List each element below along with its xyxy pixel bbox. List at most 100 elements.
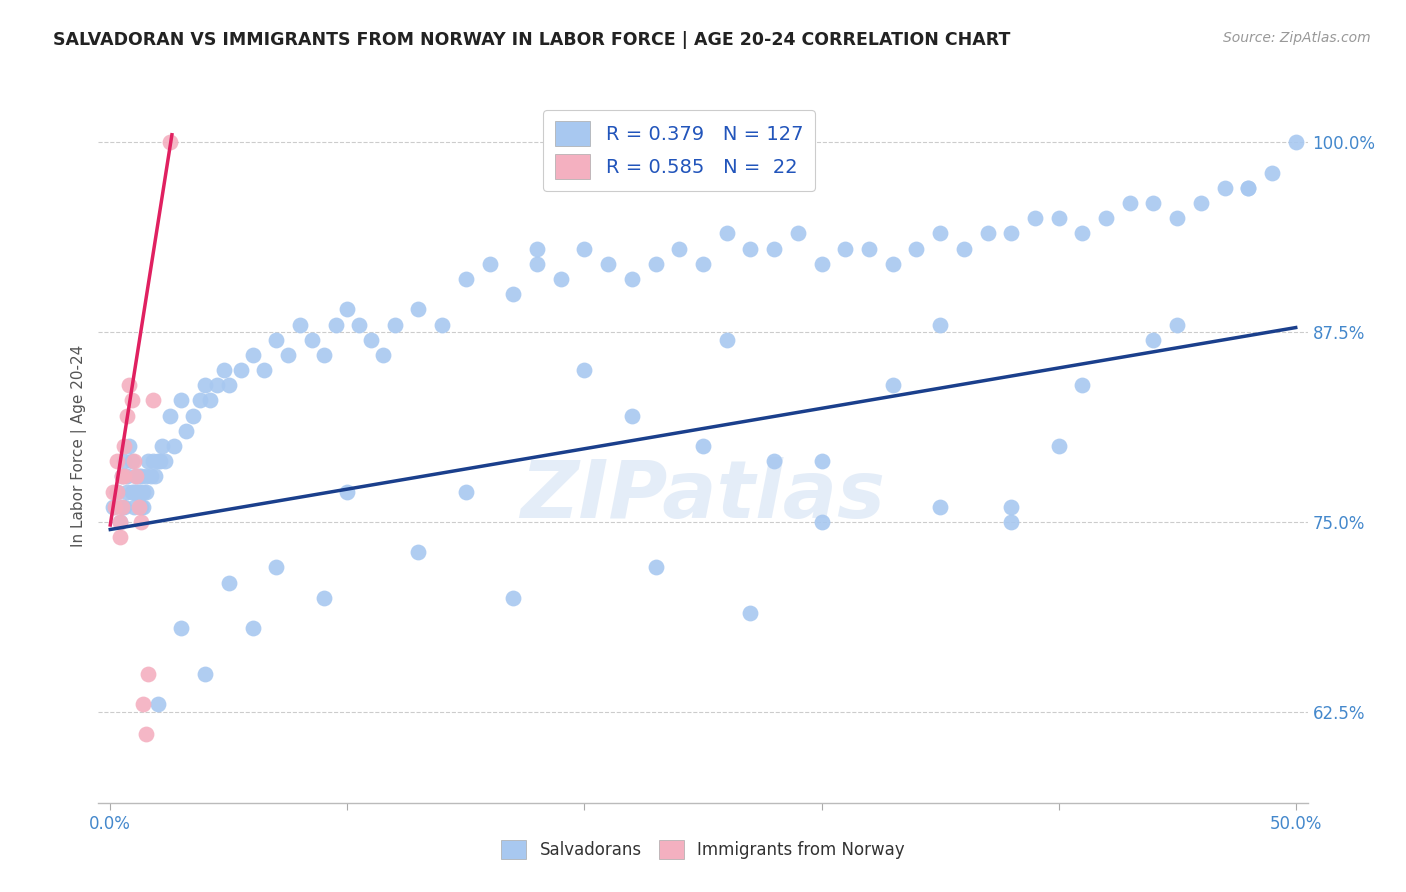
Point <box>170 393 193 408</box>
Point <box>229 363 252 377</box>
Point <box>574 363 596 377</box>
Point <box>264 560 287 574</box>
Point <box>1119 196 1142 211</box>
Point <box>810 257 832 271</box>
Point <box>129 469 152 483</box>
Point <box>190 393 212 408</box>
Point <box>668 242 690 256</box>
Point <box>1237 181 1260 195</box>
Point <box>129 500 152 514</box>
Point <box>153 454 176 468</box>
Point <box>882 257 904 271</box>
Point <box>692 439 714 453</box>
Point <box>526 242 548 256</box>
Point <box>976 227 998 241</box>
Point <box>740 242 762 256</box>
Point <box>598 257 620 271</box>
Point <box>114 500 136 514</box>
Point <box>242 348 264 362</box>
Point <box>115 409 138 423</box>
Text: ZIPatlas: ZIPatlas <box>520 457 886 535</box>
Point <box>108 530 131 544</box>
Point <box>125 484 148 499</box>
Point <box>101 500 124 514</box>
Point <box>347 318 370 332</box>
Point <box>454 272 477 286</box>
Point <box>858 242 880 256</box>
Point <box>371 348 394 362</box>
Point <box>1071 227 1094 241</box>
Point <box>786 227 808 241</box>
Point <box>550 272 572 286</box>
Point <box>139 469 162 483</box>
Point <box>312 591 335 605</box>
Point <box>1166 211 1188 226</box>
Point <box>740 606 762 620</box>
Point <box>905 242 928 256</box>
Point <box>218 575 240 590</box>
Point <box>205 378 228 392</box>
Point <box>692 257 714 271</box>
Point <box>170 621 193 635</box>
Point <box>142 454 165 468</box>
Text: Source: ZipAtlas.com: Source: ZipAtlas.com <box>1223 31 1371 45</box>
Point <box>1000 515 1022 529</box>
Point <box>336 484 359 499</box>
Point <box>115 484 138 499</box>
Point <box>301 333 323 347</box>
Point <box>253 363 276 377</box>
Point <box>111 500 134 514</box>
Point <box>1189 196 1212 211</box>
Text: SALVADORAN VS IMMIGRANTS FROM NORWAY IN LABOR FORCE | AGE 20-24 CORRELATION CHAR: SALVADORAN VS IMMIGRANTS FROM NORWAY IN … <box>53 31 1011 49</box>
Point <box>111 469 134 483</box>
Point <box>882 378 904 392</box>
Point <box>149 454 172 468</box>
Point <box>929 227 952 241</box>
Point <box>128 484 150 499</box>
Point <box>146 454 169 468</box>
Point <box>111 500 134 514</box>
Point <box>408 545 430 559</box>
Point <box>502 591 524 605</box>
Point <box>143 469 166 483</box>
Point <box>1024 211 1046 226</box>
Point <box>1047 439 1070 453</box>
Point <box>810 515 832 529</box>
Point <box>128 500 150 514</box>
Point <box>264 333 287 347</box>
Point <box>454 484 477 499</box>
Point <box>135 727 157 741</box>
Point <box>763 454 786 468</box>
Point <box>122 500 145 514</box>
Point <box>810 454 832 468</box>
Point <box>128 469 150 483</box>
Point <box>526 257 548 271</box>
Point <box>146 697 169 711</box>
Point <box>620 272 643 286</box>
Point <box>1142 196 1164 211</box>
Point <box>1213 181 1236 195</box>
Point <box>644 257 666 271</box>
Point <box>121 484 143 499</box>
Point <box>644 560 666 574</box>
Point <box>125 469 148 483</box>
Legend: Salvadorans, Immigrants from Norway: Salvadorans, Immigrants from Norway <box>495 833 911 866</box>
Point <box>121 393 143 408</box>
Point <box>1047 211 1070 226</box>
Point <box>929 318 952 332</box>
Point <box>1142 333 1164 347</box>
Point <box>122 484 145 499</box>
Point <box>129 515 152 529</box>
Point <box>194 666 217 681</box>
Point <box>132 697 155 711</box>
Point <box>277 348 299 362</box>
Point <box>620 409 643 423</box>
Point <box>198 393 221 408</box>
Point <box>360 333 382 347</box>
Point <box>114 454 136 468</box>
Point <box>132 500 155 514</box>
Point <box>114 469 136 483</box>
Point <box>384 318 406 332</box>
Point <box>288 318 311 332</box>
Point <box>122 454 145 468</box>
